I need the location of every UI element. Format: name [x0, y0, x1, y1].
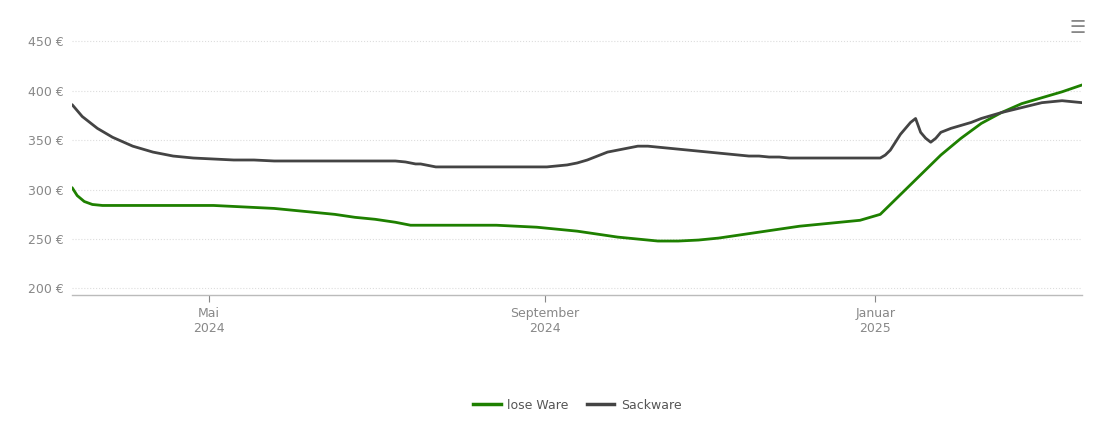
Text: ☰: ☰: [1069, 19, 1086, 37]
Legend: lose Ware, Sackware: lose Ware, Sackware: [468, 394, 686, 417]
